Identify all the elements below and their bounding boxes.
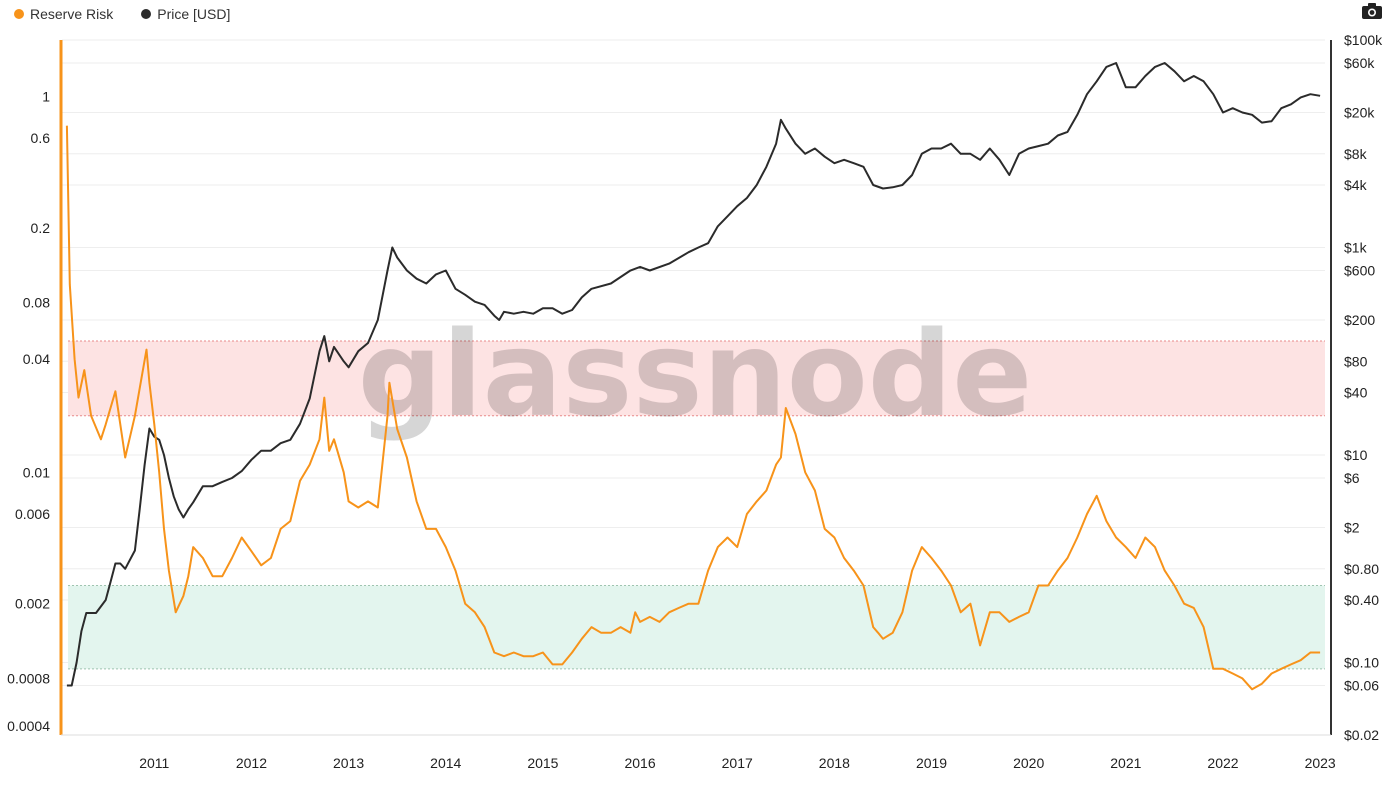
right-tick-label: $0.10 <box>1344 654 1379 670</box>
left-tick-label: 0.08 <box>23 295 50 311</box>
legend-label-price: Price [USD] <box>157 6 231 22</box>
left-tick-label: 0.01 <box>23 464 50 480</box>
right-tick-label: $600 <box>1344 263 1375 279</box>
right-tick-label: $80 <box>1344 353 1368 369</box>
left-tick-label: 0.0004 <box>7 718 50 734</box>
left-tick-label: 0.002 <box>15 596 50 612</box>
left-tick-label: 0.2 <box>31 220 51 236</box>
axes <box>59 40 1332 736</box>
legend-item-price[interactable]: Price [USD] <box>141 6 230 22</box>
x-tick-label: 2022 <box>1207 755 1238 771</box>
right-tick-label: $1k <box>1344 239 1368 255</box>
right-tick-label: $200 <box>1344 312 1375 328</box>
left-tick-label: 0.04 <box>23 351 50 367</box>
right-tick-label: $8k <box>1344 146 1368 162</box>
x-axis-ticks: 2011 2012 2013 2014 2015 2016 2017 2018 2019 2020… <box>139 755 1336 771</box>
left-tick-label: 0.006 <box>15 506 50 522</box>
right-tick-label: $4k <box>1344 177 1368 193</box>
x-tick-label: 2023 <box>1305 755 1336 771</box>
camera-icon[interactable] <box>1361 2 1383 20</box>
x-tick-label: 2019 <box>916 755 947 771</box>
series-line-price <box>66 62 1321 687</box>
x-tick-label: 2020 <box>1013 755 1044 771</box>
x-tick-label: 2014 <box>430 755 461 771</box>
band-high <box>68 341 1325 416</box>
band-low <box>68 585 1325 669</box>
right-tick-label: $0.80 <box>1344 561 1379 577</box>
legend-dot-price <box>141 9 152 19</box>
right-tick-label: $6 <box>1344 470 1360 486</box>
right-tick-label: $0.40 <box>1344 592 1379 608</box>
right-axis-ticks: $100k $60k $20k $8k $4k $1k $600 $200 $80 $40 $10 $… <box>1344 32 1383 743</box>
x-tick-label: 2013 <box>333 755 364 771</box>
right-tick-label: $2 <box>1344 520 1360 536</box>
x-tick-label: 2015 <box>527 755 558 771</box>
right-tick-label: $10 <box>1344 447 1368 463</box>
threshold-bands <box>68 340 1325 670</box>
right-tick-label: $60k <box>1344 55 1375 71</box>
x-tick-label: 2016 <box>624 755 655 771</box>
left-tick-label: 0.0008 <box>7 670 50 686</box>
left-axis-ticks: 1 0.6 0.2 0.08 0.04 0.01 0.006 0.002 0.0008 0.000… <box>7 89 50 734</box>
right-tick-label: $40 <box>1344 385 1368 401</box>
x-tick-label: 2021 <box>1110 755 1141 771</box>
x-tick-label: 2011 <box>139 755 169 771</box>
legend-label-reserve-risk: Reserve Risk <box>30 6 114 22</box>
x-tick-label: 2018 <box>819 755 850 771</box>
right-tick-label: $20k <box>1344 105 1375 121</box>
left-tick-label: 0.6 <box>31 130 51 146</box>
chart-legend: Reserve Risk Price [USD] <box>14 6 230 22</box>
right-tick-label: $0.02 <box>1344 727 1379 743</box>
x-tick-label: 2017 <box>722 755 753 771</box>
x-tick-label: 2012 <box>236 755 267 771</box>
right-tick-label: $0.06 <box>1344 677 1379 693</box>
right-tick-label: $100k <box>1344 32 1383 48</box>
watermark-text: glassnode <box>358 305 1033 443</box>
legend-dot-reserve-risk <box>14 9 24 19</box>
legend-item-reserve-risk[interactable]: Reserve Risk <box>14 6 113 22</box>
series-line-reserve-risk <box>65 125 1321 691</box>
left-tick-label: 1 <box>42 89 50 105</box>
